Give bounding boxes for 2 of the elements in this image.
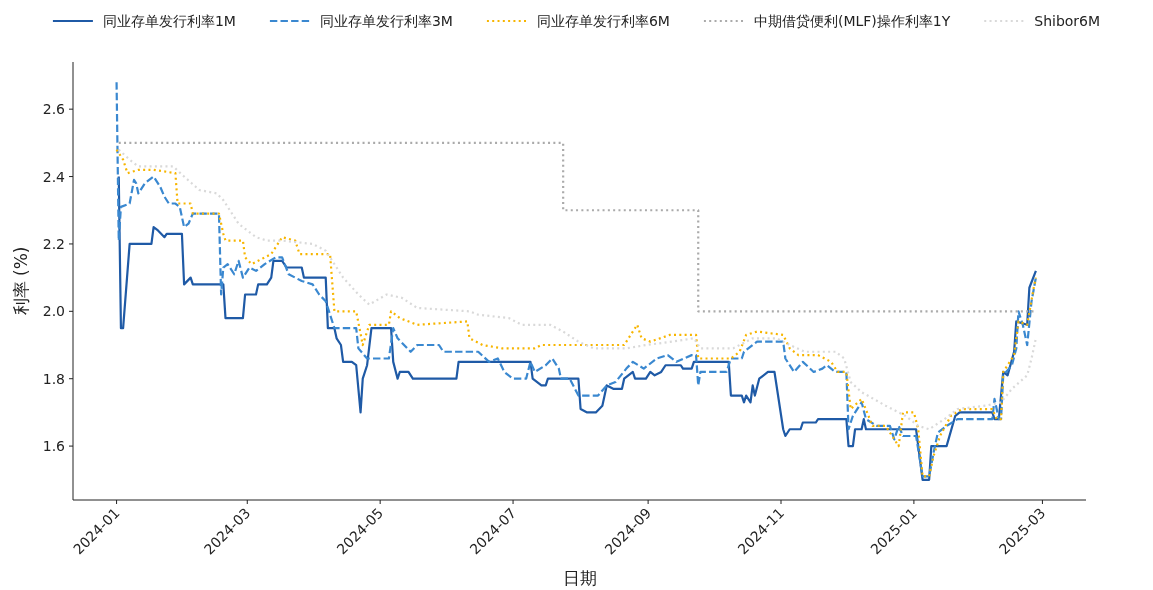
- ylabel: 利率 (%): [11, 246, 31, 316]
- xlabel: 日期: [562, 568, 597, 588]
